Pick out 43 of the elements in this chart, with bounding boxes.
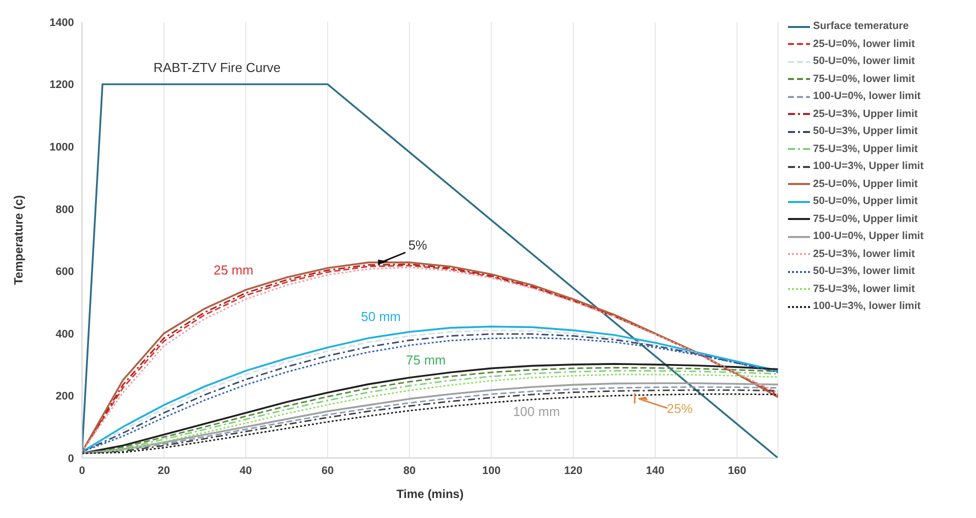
y-tick-label: 400 <box>56 328 74 340</box>
x-tick-label: 20 <box>158 464 170 477</box>
y-tick-label: 1200 <box>50 79 74 92</box>
legend-label: 25-U=3%, Upper limit <box>813 106 918 122</box>
x-tick-label: 0 <box>78 464 86 477</box>
annotation: RABT-ZTV Fire Curve <box>154 60 281 75</box>
x-tick-label: 40 <box>240 464 252 477</box>
x-tick-label: 60 <box>322 464 334 477</box>
x-tick-label: 80 <box>403 464 416 477</box>
legend-label: 50-U=0%, lower limit <box>813 54 915 69</box>
x-tick-label: 160 <box>728 464 746 477</box>
y-axis-title: Temperature (c) <box>11 195 26 285</box>
y-tick-label: 1400 <box>50 16 74 29</box>
annotation: 100 mm <box>512 404 560 419</box>
annotation: 25% <box>666 400 694 416</box>
legend-label: 25-U=0%, lower limit <box>813 36 915 52</box>
x-tick-label: 100 <box>482 464 501 477</box>
legend-label: Surface temerature <box>813 19 909 34</box>
x-tick-label: 140 <box>646 464 664 477</box>
legend-label: 50-U=3%, Upper limit <box>813 124 918 139</box>
annotation: 50 mm <box>361 308 401 324</box>
x-axis-title: Time (mins) <box>396 487 464 501</box>
legend-label: 75-U=0%, Upper limit <box>813 212 918 226</box>
legend-label: 25-U=0%, Upper limit <box>813 176 918 192</box>
legend-label: 75-U=3%, lower limit <box>813 282 915 296</box>
annotation: 5% <box>408 237 428 252</box>
y-tick-label: 800 <box>56 204 74 216</box>
x-tick-label: 120 <box>564 464 582 477</box>
annotation: 75 mm <box>406 352 446 368</box>
annotation: 25 mm <box>214 262 254 278</box>
legend-label: 75-U=0%, lower limit <box>813 72 915 86</box>
legend-label: 50-U=0%, Upper limit <box>813 194 918 209</box>
legend-label: 75-U=3%, Upper limit <box>813 142 918 156</box>
legend-label: 100-U=3%, lower limit <box>813 299 921 314</box>
legend-label: 100-U=0%, lower limit <box>813 89 921 104</box>
y-tick-label: 200 <box>56 390 74 403</box>
y-tick-label: 0 <box>68 452 74 465</box>
legend-label: 50-U=3%, lower limit <box>813 264 915 279</box>
legend-label: 100-U=0%, Upper limit <box>813 229 924 244</box>
y-tick-label: 600 <box>56 266 74 278</box>
legend-label: 100-U=3%, Upper limit <box>813 159 924 174</box>
legend-label: 25-U=3%, lower limit <box>813 246 915 262</box>
y-tick-label: 1000 <box>50 141 74 154</box>
